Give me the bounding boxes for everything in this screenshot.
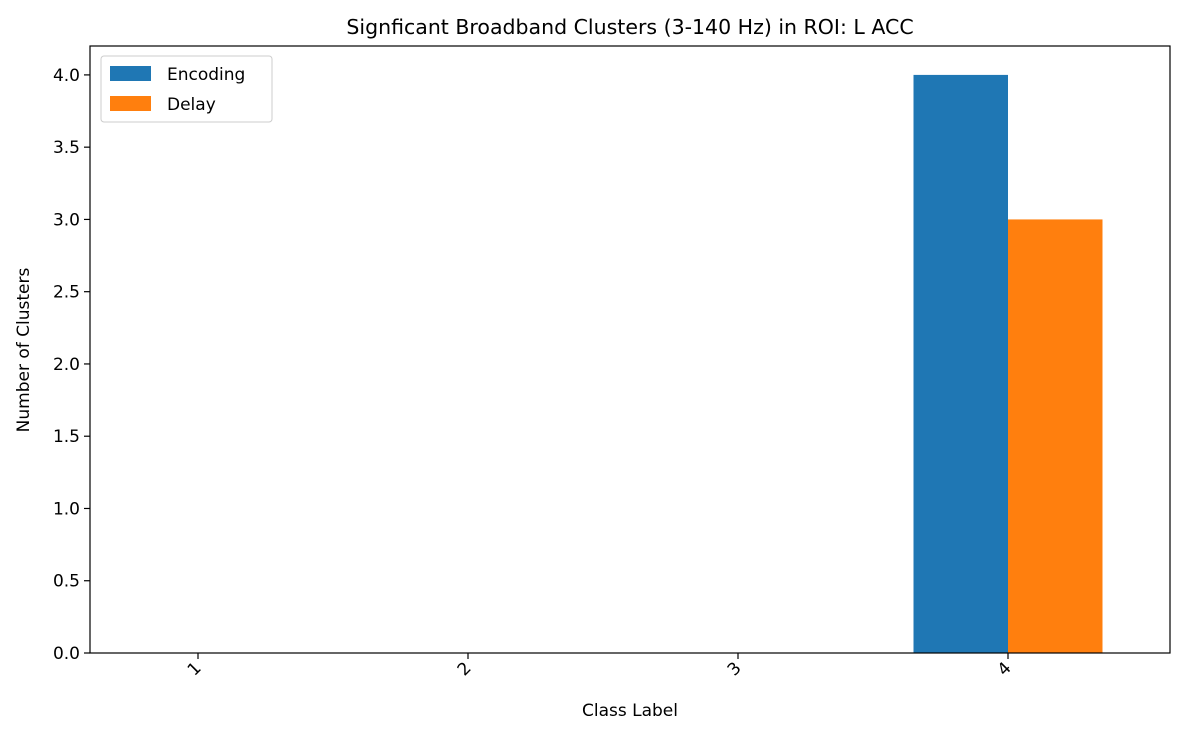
- legend: Encoding Delay: [100, 55, 273, 123]
- legend-label-encoding: Encoding: [167, 65, 245, 85]
- x-tick-label: 2: [454, 658, 476, 680]
- x-tick-label: 4: [994, 658, 1016, 680]
- y-axis: 0.0 0.5 1.0 1.5 2.0 2.5 3.0 3.5 4.0: [53, 66, 90, 664]
- y-tick-label: 2.5: [53, 283, 80, 303]
- chart-title: Signficant Broadband Clusters (3-140 Hz)…: [346, 15, 913, 39]
- x-tick-label: 3: [724, 658, 746, 680]
- plot-area-frame: [89, 45, 1171, 654]
- legend-swatch-encoding: [110, 66, 151, 81]
- y-tick-label: 4.0: [53, 66, 80, 86]
- y-tick-label: 0.5: [53, 572, 80, 592]
- y-tick-label: 1.5: [53, 427, 80, 447]
- y-tick-label: 2.0: [53, 355, 80, 375]
- bars-group: [913, 74, 1103, 653]
- x-axis-label: Class Label: [582, 701, 678, 721]
- bar-encoding-class-4: [913, 74, 1008, 653]
- y-tick-label: 0.0: [53, 644, 80, 664]
- y-axis-label: Number of Clusters: [14, 268, 34, 433]
- legend-swatch-delay: [110, 96, 151, 111]
- legend-label-delay: Delay: [167, 95, 216, 115]
- y-tick-label: 3.5: [53, 138, 80, 158]
- bar-delay-class-4: [1008, 219, 1103, 653]
- y-tick-label: 1.0: [53, 499, 80, 519]
- x-tick-label: 1: [184, 658, 206, 680]
- y-tick-label: 3.0: [53, 210, 80, 230]
- x-axis: 1 2 3 4: [184, 653, 1016, 680]
